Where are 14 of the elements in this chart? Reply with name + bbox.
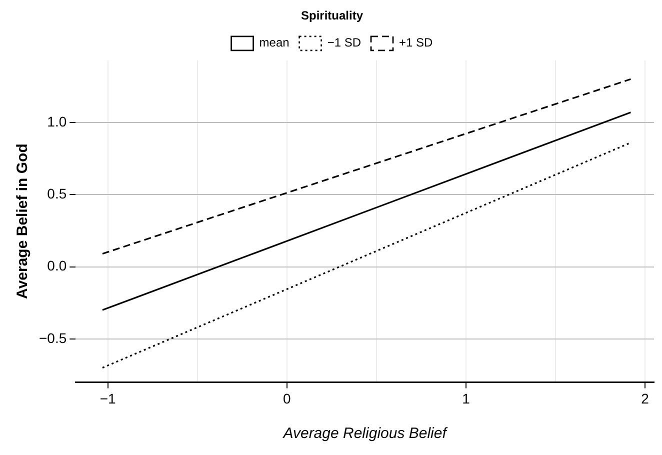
- x-tick-label: 2: [641, 390, 650, 406]
- y-tick-label: 0.5: [47, 185, 67, 202]
- x-axis-title: Average Religious Belief: [282, 425, 448, 442]
- legend-label: +1 SD: [399, 36, 434, 50]
- y-axis-title: Average Belief in God: [14, 144, 32, 299]
- legend-label: mean: [259, 36, 290, 50]
- x-tick-label: 1: [462, 390, 470, 406]
- legend-label: −1 SD: [327, 36, 362, 50]
- y-tick-label: 1.0: [47, 113, 67, 130]
- y-tick-label: −0.5: [38, 330, 67, 346]
- x-tick-label: −1: [100, 390, 116, 406]
- x-tick-label: 0: [283, 390, 292, 406]
- legend-title: Spirituality: [300, 8, 364, 22]
- y-tick-label: 0.0: [47, 258, 67, 274]
